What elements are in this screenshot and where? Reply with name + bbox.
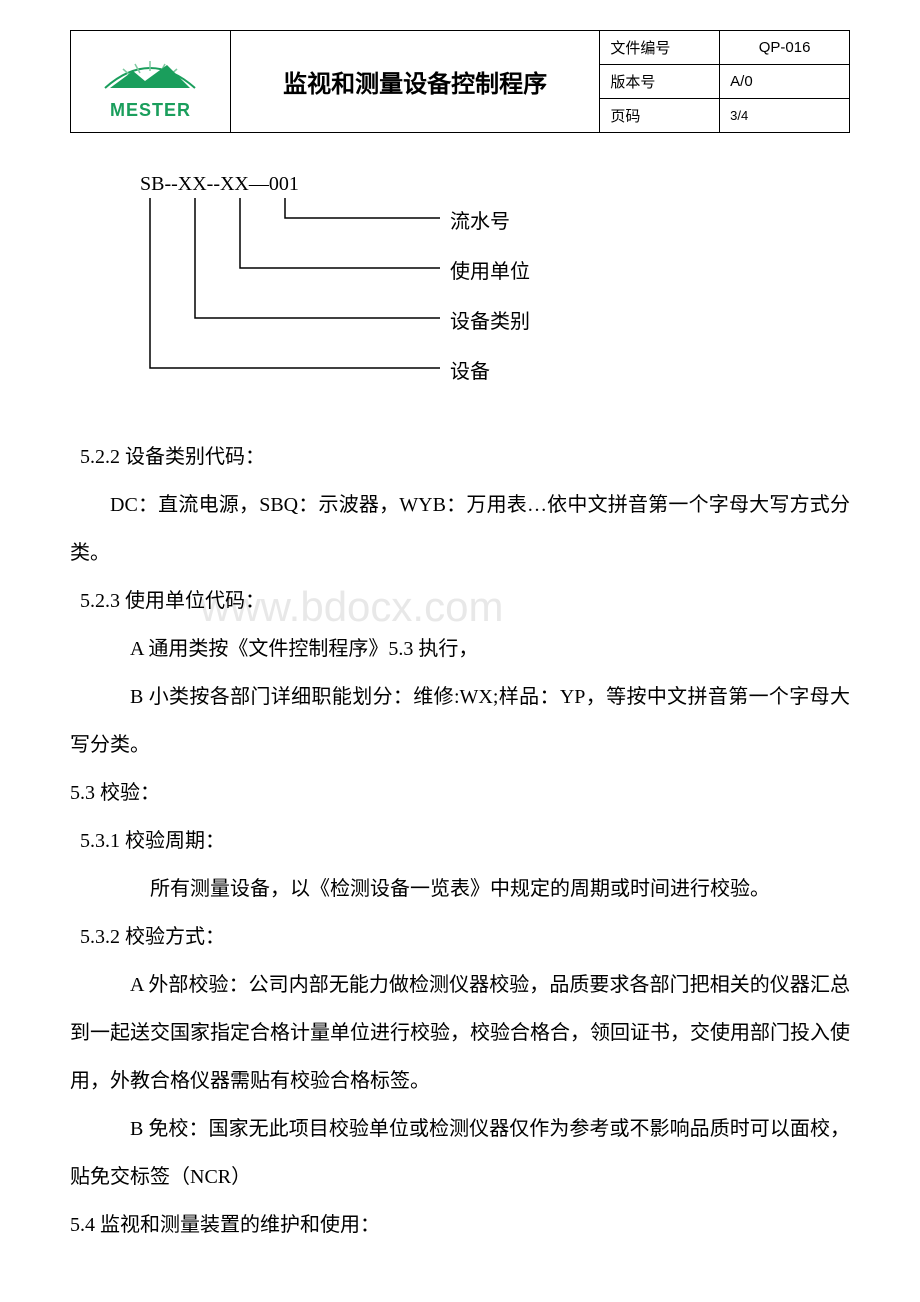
section-532-title: 5.3.2 校验方式： <box>80 913 850 961</box>
section-523-b: B 小类按各部门详细职能划分：维修:WX;样品：YP，等按中文拼音第一个字母大写… <box>70 673 850 769</box>
code-pattern: SB--XX--XX—001 <box>140 173 299 196</box>
section-53-title: 5.3 校验： <box>70 769 850 817</box>
diagram-label-device: 设备 <box>450 355 490 384</box>
mester-logo-icon <box>95 43 205 98</box>
version-value: A/0 <box>720 65 850 99</box>
section-522-title: 5.2.2 设备类别代码： <box>80 433 850 481</box>
document-title: 监视和测量设备控制程序 <box>230 31 599 133</box>
section-523-title: 5.2.3 使用单位代码： <box>80 577 850 625</box>
diagram-label-serial: 流水号 <box>450 205 510 234</box>
section-523-a: A 通用类按《文件控制程序》5.3 执行， <box>70 625 850 673</box>
code-structure-diagram: SB--XX--XX—001 流水号 使用单位 设备类别 设备 <box>130 173 850 403</box>
document-header: MESTER 监视和测量设备控制程序 文件编号 QP-016 版本号 A/0 页… <box>70 30 850 133</box>
section-532-a: A 外部校验：公司内部无能力做检测仪器校验，品质要求各部门把相关的仪器汇总到一起… <box>70 961 850 1105</box>
doc-num-label: 文件编号 <box>600 31 720 65</box>
section-522-body: DC：直流电源，SBQ：示波器，WYB：万用表…依中文拼音第一个字母大写方式分类… <box>70 481 850 577</box>
section-531-body: 所有测量设备，以《检测设备一览表》中规定的周期或时间进行校验。 <box>70 865 850 913</box>
logo-text: MESTER <box>81 100 220 121</box>
diagram-lines-icon <box>140 198 460 398</box>
section-54-title: 5.4 监视和测量装置的维护和使用： <box>70 1201 850 1249</box>
content-wrapper: www.bdocx.com 5.2.2 设备类别代码： DC：直流电源，SBQ：… <box>70 433 850 1249</box>
page-value: 3/4 <box>720 99 850 133</box>
section-531-title: 5.3.1 校验周期： <box>80 817 850 865</box>
diagram-label-unit: 使用单位 <box>450 255 530 284</box>
document-content: 5.2.2 设备类别代码： DC：直流电源，SBQ：示波器，WYB：万用表…依中… <box>70 433 850 1249</box>
diagram-label-category: 设备类别 <box>450 305 530 334</box>
version-label: 版本号 <box>600 65 720 99</box>
doc-num-value: QP-016 <box>720 31 850 65</box>
logo-cell: MESTER <box>71 31 231 133</box>
section-532-b: B 免校：国家无此项目校验单位或检测仪器仅作为参考或不影响品质时可以面校，贴免交… <box>70 1105 850 1201</box>
page-label: 页码 <box>600 99 720 133</box>
